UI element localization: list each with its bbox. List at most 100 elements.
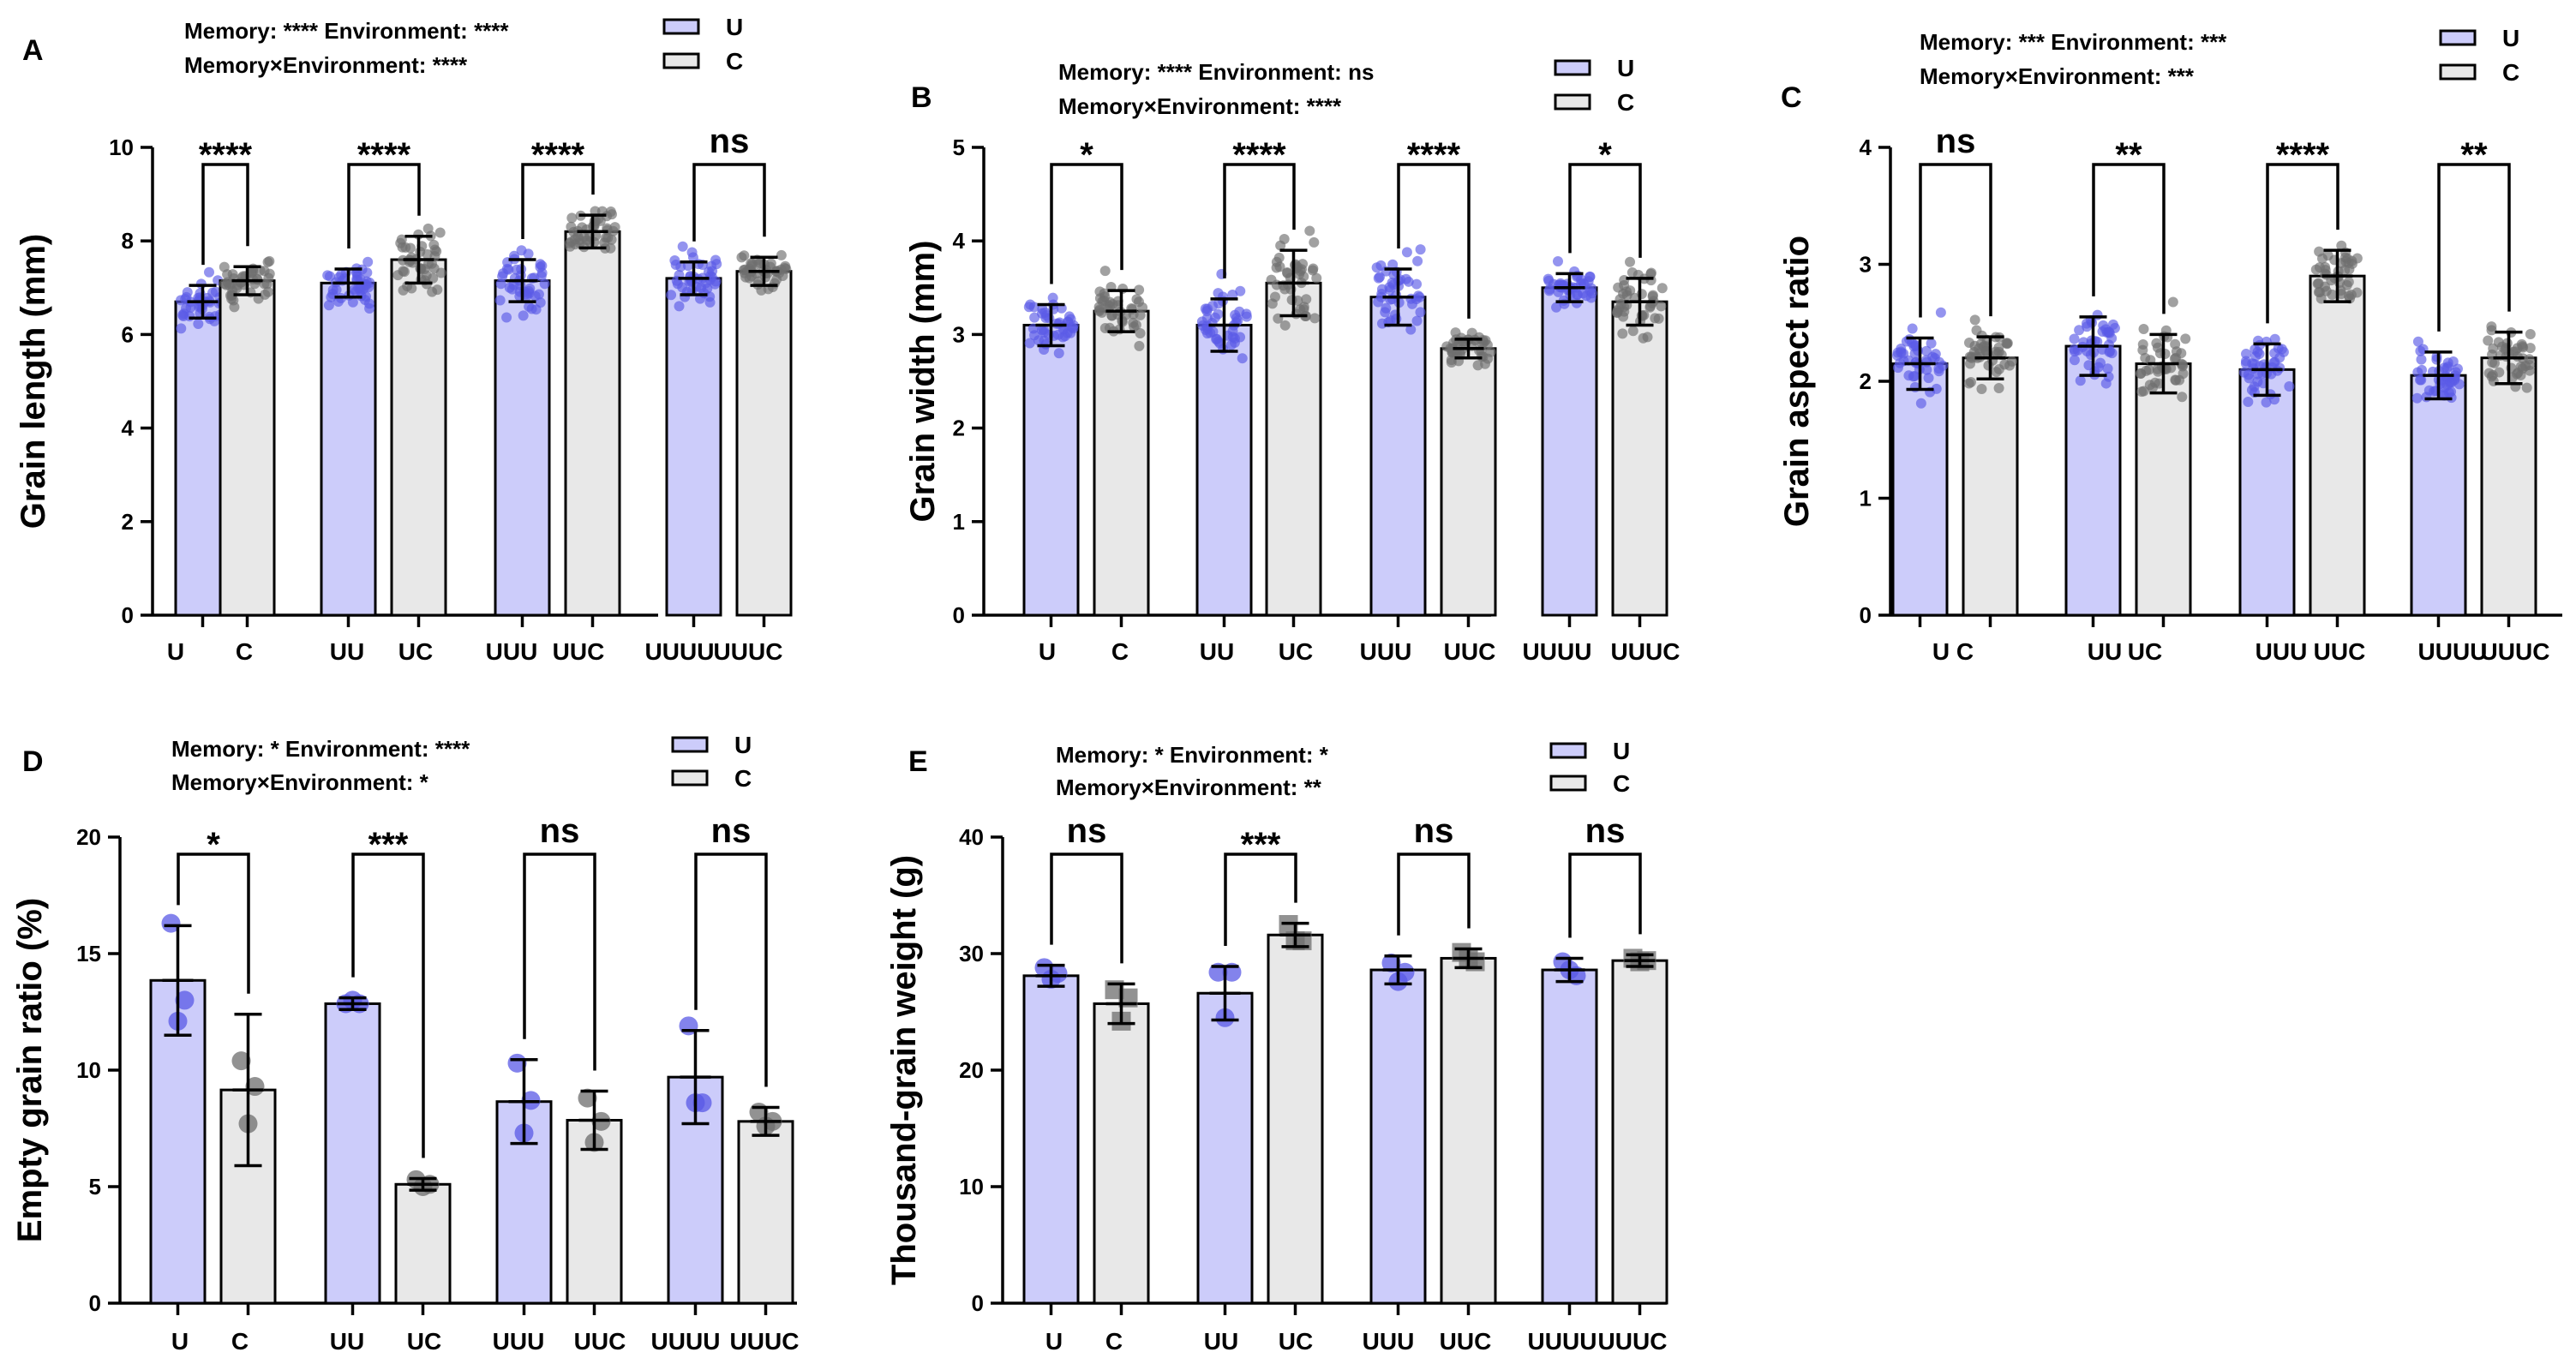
bar-uuu — [1369, 296, 1427, 617]
significance-label: **** — [199, 136, 253, 174]
data-point — [1411, 278, 1423, 290]
data-point — [1309, 236, 1320, 248]
y-tick-label: 10 — [109, 135, 134, 160]
data-point — [1645, 268, 1656, 279]
data-point — [2138, 386, 2149, 397]
bar-uuc — [2309, 274, 2366, 617]
data-point — [581, 235, 592, 246]
data-point — [1381, 302, 1392, 314]
legend-swatch-u — [2439, 29, 2477, 46]
significance-label: **** — [1232, 136, 1286, 174]
bar-uuu — [1369, 968, 1427, 1305]
bar-c — [1093, 309, 1150, 617]
data-point — [1024, 338, 1035, 349]
data-point — [1923, 373, 1934, 384]
data-point — [2069, 333, 2080, 344]
bar-uc — [1267, 933, 1324, 1305]
data-point — [1896, 346, 1907, 357]
data-point — [1551, 302, 1562, 313]
y-tick-label: 10 — [959, 1174, 984, 1199]
data-point — [1647, 291, 1658, 302]
y-axis-label: Grain length (mm) — [15, 234, 52, 529]
data-point — [2494, 367, 2505, 378]
data-point — [706, 272, 717, 283]
data-point — [1617, 328, 1628, 339]
data-point — [1935, 307, 1946, 318]
legend-label: C — [726, 48, 743, 75]
data-point — [1106, 310, 1117, 321]
data-point — [1586, 288, 1597, 299]
data-point — [495, 278, 506, 290]
x-category-label: UU — [2088, 638, 2122, 665]
data-point — [2261, 397, 2272, 408]
data-point — [1381, 953, 1401, 972]
data-point — [193, 318, 204, 329]
data-point — [2411, 392, 2423, 404]
data-point — [1093, 302, 1105, 313]
significance-label: *** — [368, 826, 409, 864]
data-point — [432, 284, 443, 296]
data-point — [674, 301, 685, 312]
significance-label: ns — [1585, 812, 1626, 850]
data-point — [503, 264, 514, 275]
y-axis-label: Empty grain ratio (%) — [11, 898, 49, 1242]
legend-label: U — [1617, 55, 1634, 81]
y-tick-label: 8 — [122, 228, 134, 254]
y-tick-label: 1 — [1860, 486, 1872, 512]
significance-label: ns — [540, 812, 580, 850]
data-point — [1373, 296, 1384, 308]
data-point — [236, 277, 247, 288]
data-point — [1572, 289, 1583, 300]
x-category-label: UUC — [2314, 638, 2366, 665]
data-point — [1907, 323, 1918, 334]
y-tick-label: 40 — [959, 824, 984, 850]
data-point — [666, 290, 677, 301]
data-point — [1415, 244, 1426, 255]
y-tick-label: 3 — [953, 321, 965, 347]
data-point — [2137, 344, 2148, 356]
data-point — [535, 297, 546, 308]
data-point — [2417, 364, 2428, 375]
x-category-label: C — [236, 638, 253, 665]
bar-uu — [324, 1002, 381, 1305]
data-point — [1405, 324, 1417, 335]
bar-uuc — [564, 230, 621, 617]
bar-uu — [2064, 344, 2122, 617]
x-category-label: UUUU — [1528, 1328, 1597, 1355]
data-point — [181, 302, 192, 314]
data-point — [1414, 291, 1425, 302]
data-point — [1615, 298, 1626, 309]
data-point — [1482, 339, 1493, 350]
data-point — [1269, 291, 1280, 302]
data-point — [539, 278, 550, 290]
legend-swatch-u — [1549, 742, 1587, 759]
bar-uu — [320, 281, 377, 617]
significance-label: ns — [710, 123, 750, 160]
data-point — [2517, 341, 2528, 352]
x-category-label: UUU — [493, 1328, 545, 1355]
significance-label: **** — [1407, 136, 1461, 174]
y-tick-label: 2 — [122, 509, 134, 535]
data-point — [1029, 312, 1040, 323]
x-category-label: UUU — [2255, 638, 2308, 665]
x-category-label: UUU — [1360, 638, 1412, 665]
x-category-label: UUC — [553, 638, 605, 665]
data-point — [1227, 290, 1238, 301]
data-point — [686, 247, 698, 258]
data-point — [2415, 345, 2426, 356]
data-point — [1411, 315, 1423, 326]
data-point — [1544, 284, 1555, 295]
data-point — [1134, 340, 1145, 351]
x-category-label: U — [171, 1328, 189, 1355]
bar-uuu — [494, 279, 551, 617]
significance-label: ** — [2460, 136, 2488, 174]
data-point — [2431, 354, 2442, 365]
data-point — [1094, 286, 1105, 297]
panel-label: C — [1781, 81, 1802, 114]
legend-swatch-u — [662, 18, 700, 35]
x-category-label: UU — [1200, 638, 1234, 665]
data-point — [1059, 331, 1070, 342]
legend-label: C — [1617, 89, 1634, 116]
x-category-label: UUU — [1363, 1328, 1415, 1355]
data-point — [2416, 354, 2427, 365]
